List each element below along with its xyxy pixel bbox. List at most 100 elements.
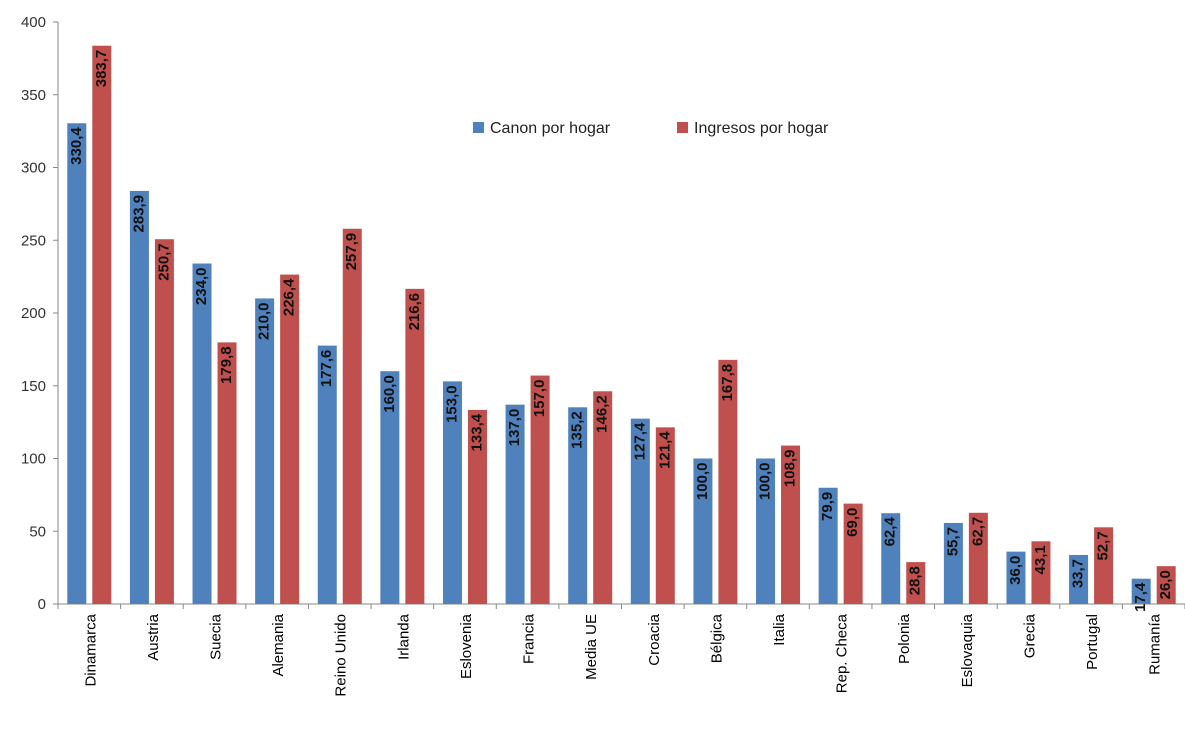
- y-tick-label: 250: [21, 232, 46, 249]
- data-label: 36,0: [1007, 556, 1024, 585]
- data-label: 43,1: [1032, 545, 1049, 574]
- bar-ingresos: [92, 45, 112, 605]
- bar-canon: [442, 381, 462, 604]
- x-tick-label: Media UE: [583, 614, 600, 680]
- bar-ingresos: [906, 562, 926, 604]
- bar-canon: [881, 513, 901, 604]
- bar-ingresos: [1094, 527, 1114, 604]
- bar-ingresos: [154, 239, 174, 604]
- data-label: 283,9: [130, 195, 147, 233]
- x-tick-label: Austria: [145, 613, 162, 660]
- data-label: 383,7: [93, 50, 110, 88]
- y-tick-label: 350: [21, 87, 46, 104]
- data-label: 330,4: [68, 127, 85, 165]
- x-tick-label: Bélgica: [708, 613, 725, 663]
- x-tick-label: Eslovaquia: [959, 613, 976, 687]
- data-label: 133,4: [468, 413, 485, 451]
- data-label: 121,4: [656, 431, 673, 469]
- x-tick-label: Croacia: [646, 613, 663, 665]
- data-label: 108,9: [781, 450, 798, 488]
- bar-canon: [380, 371, 400, 604]
- legend-label: Ingresos por hogar: [694, 120, 829, 137]
- bar-canon: [1006, 551, 1026, 604]
- data-label: 100,0: [694, 463, 711, 501]
- bar-ingresos: [342, 228, 362, 604]
- bar-canon: [67, 123, 87, 604]
- bar-ingresos: [1031, 541, 1051, 604]
- x-tick-label: Italia: [771, 613, 788, 645]
- bar-ingresos: [467, 409, 487, 604]
- bar-ingresos: [280, 274, 300, 604]
- bar-canon: [943, 522, 963, 604]
- bar-ingresos: [718, 359, 738, 604]
- bars: [67, 45, 1176, 605]
- legend-swatch: [677, 122, 688, 133]
- bar-canon: [317, 345, 337, 604]
- x-tick-label: Suecia: [207, 613, 224, 660]
- data-label: 55,7: [944, 527, 961, 556]
- x-tick-label: Grecia: [1021, 613, 1038, 658]
- data-label: 127,4: [631, 422, 648, 460]
- bar-ingresos: [843, 503, 863, 604]
- data-label: 52,7: [1095, 531, 1112, 560]
- y-tick-label: 200: [21, 305, 46, 322]
- bar-canon: [255, 298, 275, 604]
- data-label: 250,7: [155, 243, 172, 281]
- y-tick-label: 0: [38, 596, 46, 613]
- legend-label: Canon por hogar: [490, 120, 611, 137]
- bar-ingresos: [968, 512, 988, 604]
- data-label: 234,0: [193, 268, 210, 306]
- bar-canon: [1131, 578, 1151, 604]
- data-label: 69,0: [844, 508, 861, 537]
- y-tick-label: 300: [21, 160, 46, 177]
- bar-ingresos: [781, 445, 801, 604]
- data-label: 79,9: [819, 492, 836, 521]
- data-label: 257,9: [343, 233, 360, 271]
- data-label: 153,0: [443, 385, 460, 423]
- y-tick-label: 150: [21, 378, 46, 395]
- x-tick-label: Eslovenia: [458, 613, 475, 679]
- bar-canon: [693, 458, 713, 604]
- data-label: 17,4: [1132, 582, 1149, 612]
- data-label: 179,8: [218, 346, 235, 384]
- data-label: 100,0: [756, 463, 773, 501]
- bar-canon: [192, 263, 212, 604]
- bar-canon: [818, 487, 838, 604]
- y-tick-label: 400: [21, 14, 46, 31]
- data-label: 160,0: [381, 375, 398, 413]
- x-tick-label: Irlanda: [395, 613, 412, 660]
- x-tick-label: Portugal: [1084, 614, 1101, 670]
- bar-ingresos: [655, 427, 675, 604]
- legend: Canon por hogar Ingresos por hogar: [473, 120, 829, 137]
- x-tick-label: Reino Unido: [333, 614, 350, 697]
- y-tick-label: 100: [21, 451, 46, 468]
- bar-canon: [630, 418, 650, 604]
- x-tick-label: Dinamarca: [82, 613, 99, 686]
- data-label: 226,4: [281, 278, 298, 316]
- bar-ingresos: [593, 391, 613, 604]
- data-label: 167,8: [719, 364, 736, 402]
- data-label: 62,4: [882, 517, 899, 547]
- x-axis: Dinamarca Austria Suecia Alemania Reino Unid…: [57, 603, 1185, 697]
- data-label: 62,7: [969, 517, 986, 546]
- data-label: 177,6: [318, 350, 335, 388]
- bar-canon: [129, 190, 149, 604]
- bar-canon: [568, 407, 588, 604]
- x-tick-label: Francia: [521, 613, 538, 664]
- bar-canon: [1069, 554, 1089, 604]
- bar-canon: [505, 404, 525, 604]
- y-axis: 0 50 100 150 200 250 300 350 400: [21, 14, 59, 613]
- data-label: 33,7: [1070, 559, 1087, 588]
- data-label: 26,0: [1157, 570, 1174, 599]
- data-label: 216,6: [406, 293, 423, 331]
- data-label: 146,2: [594, 395, 611, 433]
- y-tick-label: 50: [29, 523, 46, 540]
- data-label: 28,8: [907, 566, 924, 595]
- bar-canon: [756, 458, 776, 604]
- data-label: 137,0: [506, 409, 523, 447]
- bar-ingresos: [405, 288, 425, 604]
- legend-swatch: [473, 122, 484, 133]
- x-tick-label: Polonia: [896, 613, 913, 664]
